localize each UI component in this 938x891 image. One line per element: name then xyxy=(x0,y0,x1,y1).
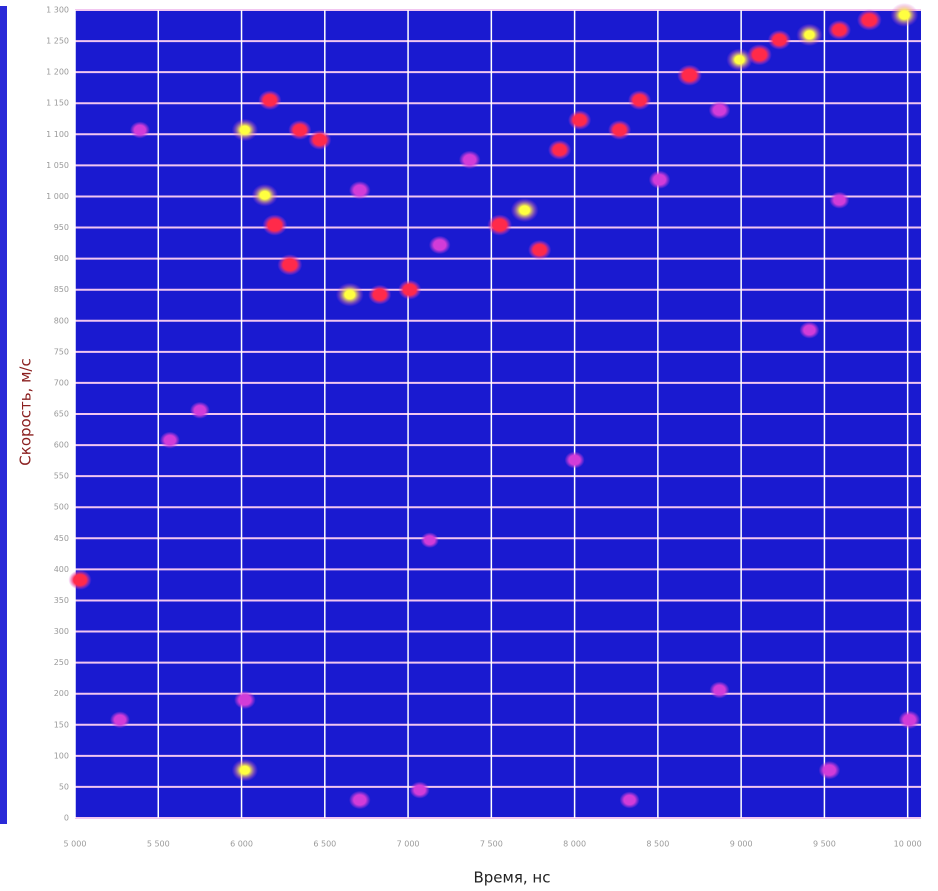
x-tick-label: 8 000 xyxy=(563,840,586,849)
heat-spot xyxy=(231,758,259,782)
y-tick-label: 1 000 xyxy=(46,192,69,201)
x-tick-label: 5 500 xyxy=(147,840,170,849)
x-tick-label: 8 500 xyxy=(646,840,669,849)
x-tick-label: 10 000 xyxy=(894,840,922,849)
y-tick-label: 1 050 xyxy=(46,161,69,170)
y-tick-label: 1 300 xyxy=(46,6,69,15)
y-tick-label: 450 xyxy=(54,534,69,543)
heat-spot xyxy=(548,139,572,160)
heat-spot xyxy=(348,790,371,810)
y-tick-label: 850 xyxy=(54,285,69,294)
y-tick-label: 900 xyxy=(54,254,69,263)
heat-spot xyxy=(827,19,851,40)
heat-spot xyxy=(409,781,430,799)
x-tick-label: 9 500 xyxy=(813,840,836,849)
y-tick-label: 1 200 xyxy=(46,68,69,77)
y-tick-label: 350 xyxy=(54,596,69,605)
heat-spot xyxy=(159,431,180,449)
plot-area xyxy=(68,2,921,819)
heat-spot xyxy=(528,240,552,260)
heat-spot xyxy=(726,48,753,72)
y-tick-label: 50 xyxy=(59,782,69,791)
y-tick-label: 1 150 xyxy=(46,99,69,108)
heat-spot xyxy=(709,681,730,699)
heat-spot xyxy=(564,451,585,469)
heat-spot xyxy=(420,532,439,548)
left-strip xyxy=(0,6,7,824)
heat-spot xyxy=(829,191,850,209)
y-tick-label: 600 xyxy=(54,441,69,450)
heat-spot xyxy=(398,279,422,300)
y-tick-label: 1 250 xyxy=(46,37,69,46)
heat-spot xyxy=(648,170,671,189)
y-tick-label: 1 100 xyxy=(46,130,69,139)
y-tick-label: 800 xyxy=(54,316,69,325)
y-axis-label: Скорость, м/с xyxy=(17,358,35,465)
heat-spot xyxy=(68,570,92,590)
y-tick-label: 250 xyxy=(54,658,69,667)
heat-spot xyxy=(607,120,632,140)
heat-spot xyxy=(189,401,210,419)
heat-spot xyxy=(767,29,792,50)
heat-spot xyxy=(277,254,303,276)
heat-spot xyxy=(487,214,513,236)
heat-spot xyxy=(368,284,392,305)
heat-spot xyxy=(856,9,882,31)
heat-spot xyxy=(510,198,539,223)
heat-spot xyxy=(251,183,279,207)
x-tick-label: 5 000 xyxy=(64,840,87,849)
heat-spot xyxy=(818,760,841,780)
heat-spot xyxy=(898,710,921,729)
x-tick-label: 7 500 xyxy=(480,840,503,849)
heat-spot xyxy=(109,711,130,729)
heat-spot xyxy=(348,181,371,200)
heat-spot xyxy=(619,791,640,809)
x-tick-label: 7 000 xyxy=(397,840,420,849)
y-tick-label: 700 xyxy=(54,378,69,387)
heat-spot xyxy=(708,100,731,120)
y-tick-label: 500 xyxy=(54,503,69,512)
y-tick-label: 750 xyxy=(54,347,69,356)
heat-spot xyxy=(627,90,652,111)
heat-spot xyxy=(288,120,312,140)
heat-spot xyxy=(799,321,820,339)
y-tick-label: 400 xyxy=(54,565,69,574)
heat-spot xyxy=(231,118,259,142)
heat-spot xyxy=(234,690,256,710)
y-tick-label: 550 xyxy=(54,472,69,481)
x-axis-label: Время, нс xyxy=(474,869,551,887)
y-tick-label: 200 xyxy=(54,689,69,698)
heat-spot xyxy=(796,23,823,47)
y-tick-label: 950 xyxy=(54,223,69,232)
x-tick-label: 6 500 xyxy=(313,840,336,849)
y-tick-label: 0 xyxy=(64,814,69,823)
y-tick-label: 150 xyxy=(54,720,69,729)
y-tick-label: 650 xyxy=(54,410,69,419)
heat-spot xyxy=(335,282,364,307)
x-tick-label: 6 000 xyxy=(230,840,253,849)
heat-spot xyxy=(747,44,772,66)
y-tick-label: 300 xyxy=(54,627,69,636)
heat-spot xyxy=(262,214,288,236)
heat-spot xyxy=(428,235,451,255)
y-tick-label: 100 xyxy=(54,751,69,760)
heat-spot xyxy=(890,2,919,27)
heat-spot xyxy=(568,110,592,130)
heat-spot xyxy=(258,90,282,111)
heat-spot xyxy=(308,130,332,150)
x-tick-label: 9 000 xyxy=(730,840,753,849)
heat-spot xyxy=(677,64,702,86)
heat-spot xyxy=(458,150,481,169)
heat-spot xyxy=(129,121,150,139)
